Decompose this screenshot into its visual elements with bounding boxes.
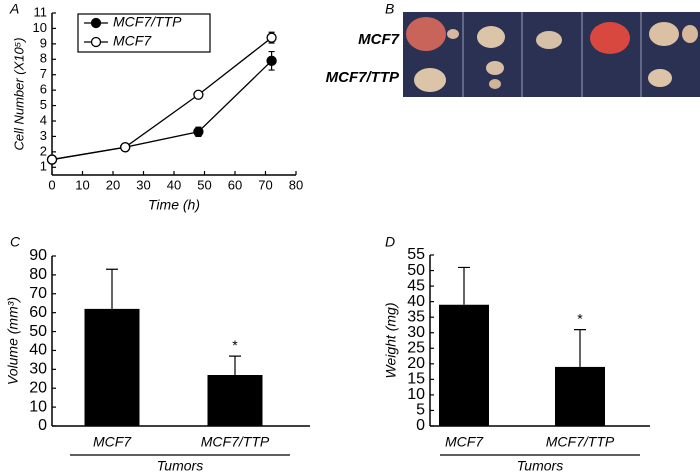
y-tick-label: 5	[416, 402, 425, 419]
row-label: MCF7/TTP	[326, 69, 400, 86]
y-tick-label: 45	[407, 277, 425, 294]
data-point	[193, 89, 204, 100]
y-tick-label: 50	[407, 262, 425, 279]
y-tick-label: 40	[29, 342, 47, 359]
x-tick-label: MCF7/TTP	[546, 434, 615, 450]
significance: *	[232, 337, 238, 353]
x-tick-label: MCF7	[93, 434, 132, 450]
bar	[84, 308, 140, 426]
panel-label: A	[9, 1, 19, 17]
y-tick-label: 35	[407, 308, 425, 325]
x-axis-label: Tumors	[517, 458, 563, 473]
bar	[439, 304, 489, 426]
y-tick-label: 10	[407, 386, 425, 403]
error-bar	[229, 355, 241, 375]
y-tick-label: 0	[38, 417, 47, 434]
y-tick-label: 30	[407, 324, 425, 341]
y-tick-label: 20	[29, 379, 47, 396]
x-tick-label: 80	[289, 177, 303, 192]
y-tick-label: 20	[407, 355, 425, 372]
y-tick-label: 1	[40, 159, 47, 174]
y-tick-label: 55	[407, 246, 425, 263]
y-tick-label: 4	[40, 112, 47, 127]
legend-marker	[90, 17, 102, 29]
y-tick-label: 11	[34, 4, 48, 19]
row-label: MCF7	[358, 31, 399, 48]
photo-dividers	[462, 12, 642, 97]
y-tick-label: 8	[40, 51, 47, 66]
y-tick-label: 15	[407, 371, 425, 388]
y-tick-label: 0	[416, 417, 425, 434]
x-tick-label: 30	[136, 177, 150, 192]
series-line	[51, 60, 273, 161]
panel-label: B	[385, 1, 394, 17]
x-tick-label: 20	[106, 177, 120, 192]
significance: *	[577, 310, 583, 326]
y-tick-label: 10	[33, 20, 47, 35]
data-point	[193, 126, 204, 137]
y-tick-label: 9	[40, 35, 47, 50]
tumor-photo	[403, 12, 700, 97]
x-tick-label: 40	[167, 177, 181, 192]
y-tick-label: 10	[29, 398, 47, 415]
y-axis-label: Weight (mg)	[383, 303, 399, 379]
data-point	[46, 154, 58, 165]
y-tick-label: 50	[29, 323, 47, 340]
x-axis-label: Time (h)	[148, 197, 200, 213]
tumors	[406, 17, 698, 92]
y-tick-label: 70	[29, 285, 47, 302]
y-tick-label: 60	[29, 304, 47, 321]
panel-label: D	[385, 234, 395, 250]
legend-label: MCF7/TTP	[113, 14, 182, 30]
y-tick-label: 90	[29, 247, 47, 264]
y-axis-label: Cell Number (X10⁵)	[11, 37, 26, 150]
y-tick-label: 3	[40, 128, 47, 143]
panel-label: C	[10, 234, 21, 250]
y-tick-label: 40	[407, 293, 425, 310]
series-line	[51, 37, 272, 161]
y-tick-label: 5	[40, 97, 47, 112]
error-bar	[458, 266, 470, 305]
y-tick-label: 6	[40, 82, 47, 97]
error-bar	[574, 329, 586, 367]
data-point	[266, 32, 277, 43]
x-tick-label: 10	[75, 177, 89, 192]
y-tick-label: 2	[40, 143, 47, 158]
x-tick-label: 60	[228, 177, 242, 192]
bar	[555, 366, 605, 426]
legend-label: MCF7	[113, 33, 152, 49]
x-tick-label: 50	[197, 177, 211, 192]
x-tick-label: MCF7/TTP	[201, 434, 270, 450]
x-tick-label: MCF7	[445, 434, 484, 450]
data-point	[120, 142, 131, 153]
bar	[207, 375, 263, 426]
error-bar	[106, 268, 118, 309]
y-tick-label: 80	[29, 266, 47, 283]
x-tick-label: 0	[48, 177, 55, 192]
x-axis-label: Tumors	[157, 458, 203, 473]
y-tick-label: 25	[407, 339, 425, 356]
legend-marker	[90, 36, 102, 48]
y-tick-label: 7	[40, 66, 47, 81]
x-tick-label: 70	[258, 177, 272, 192]
data-point	[266, 55, 277, 66]
y-tick-label: 30	[29, 361, 47, 378]
y-axis-label: Volume (mm³)	[5, 297, 21, 385]
